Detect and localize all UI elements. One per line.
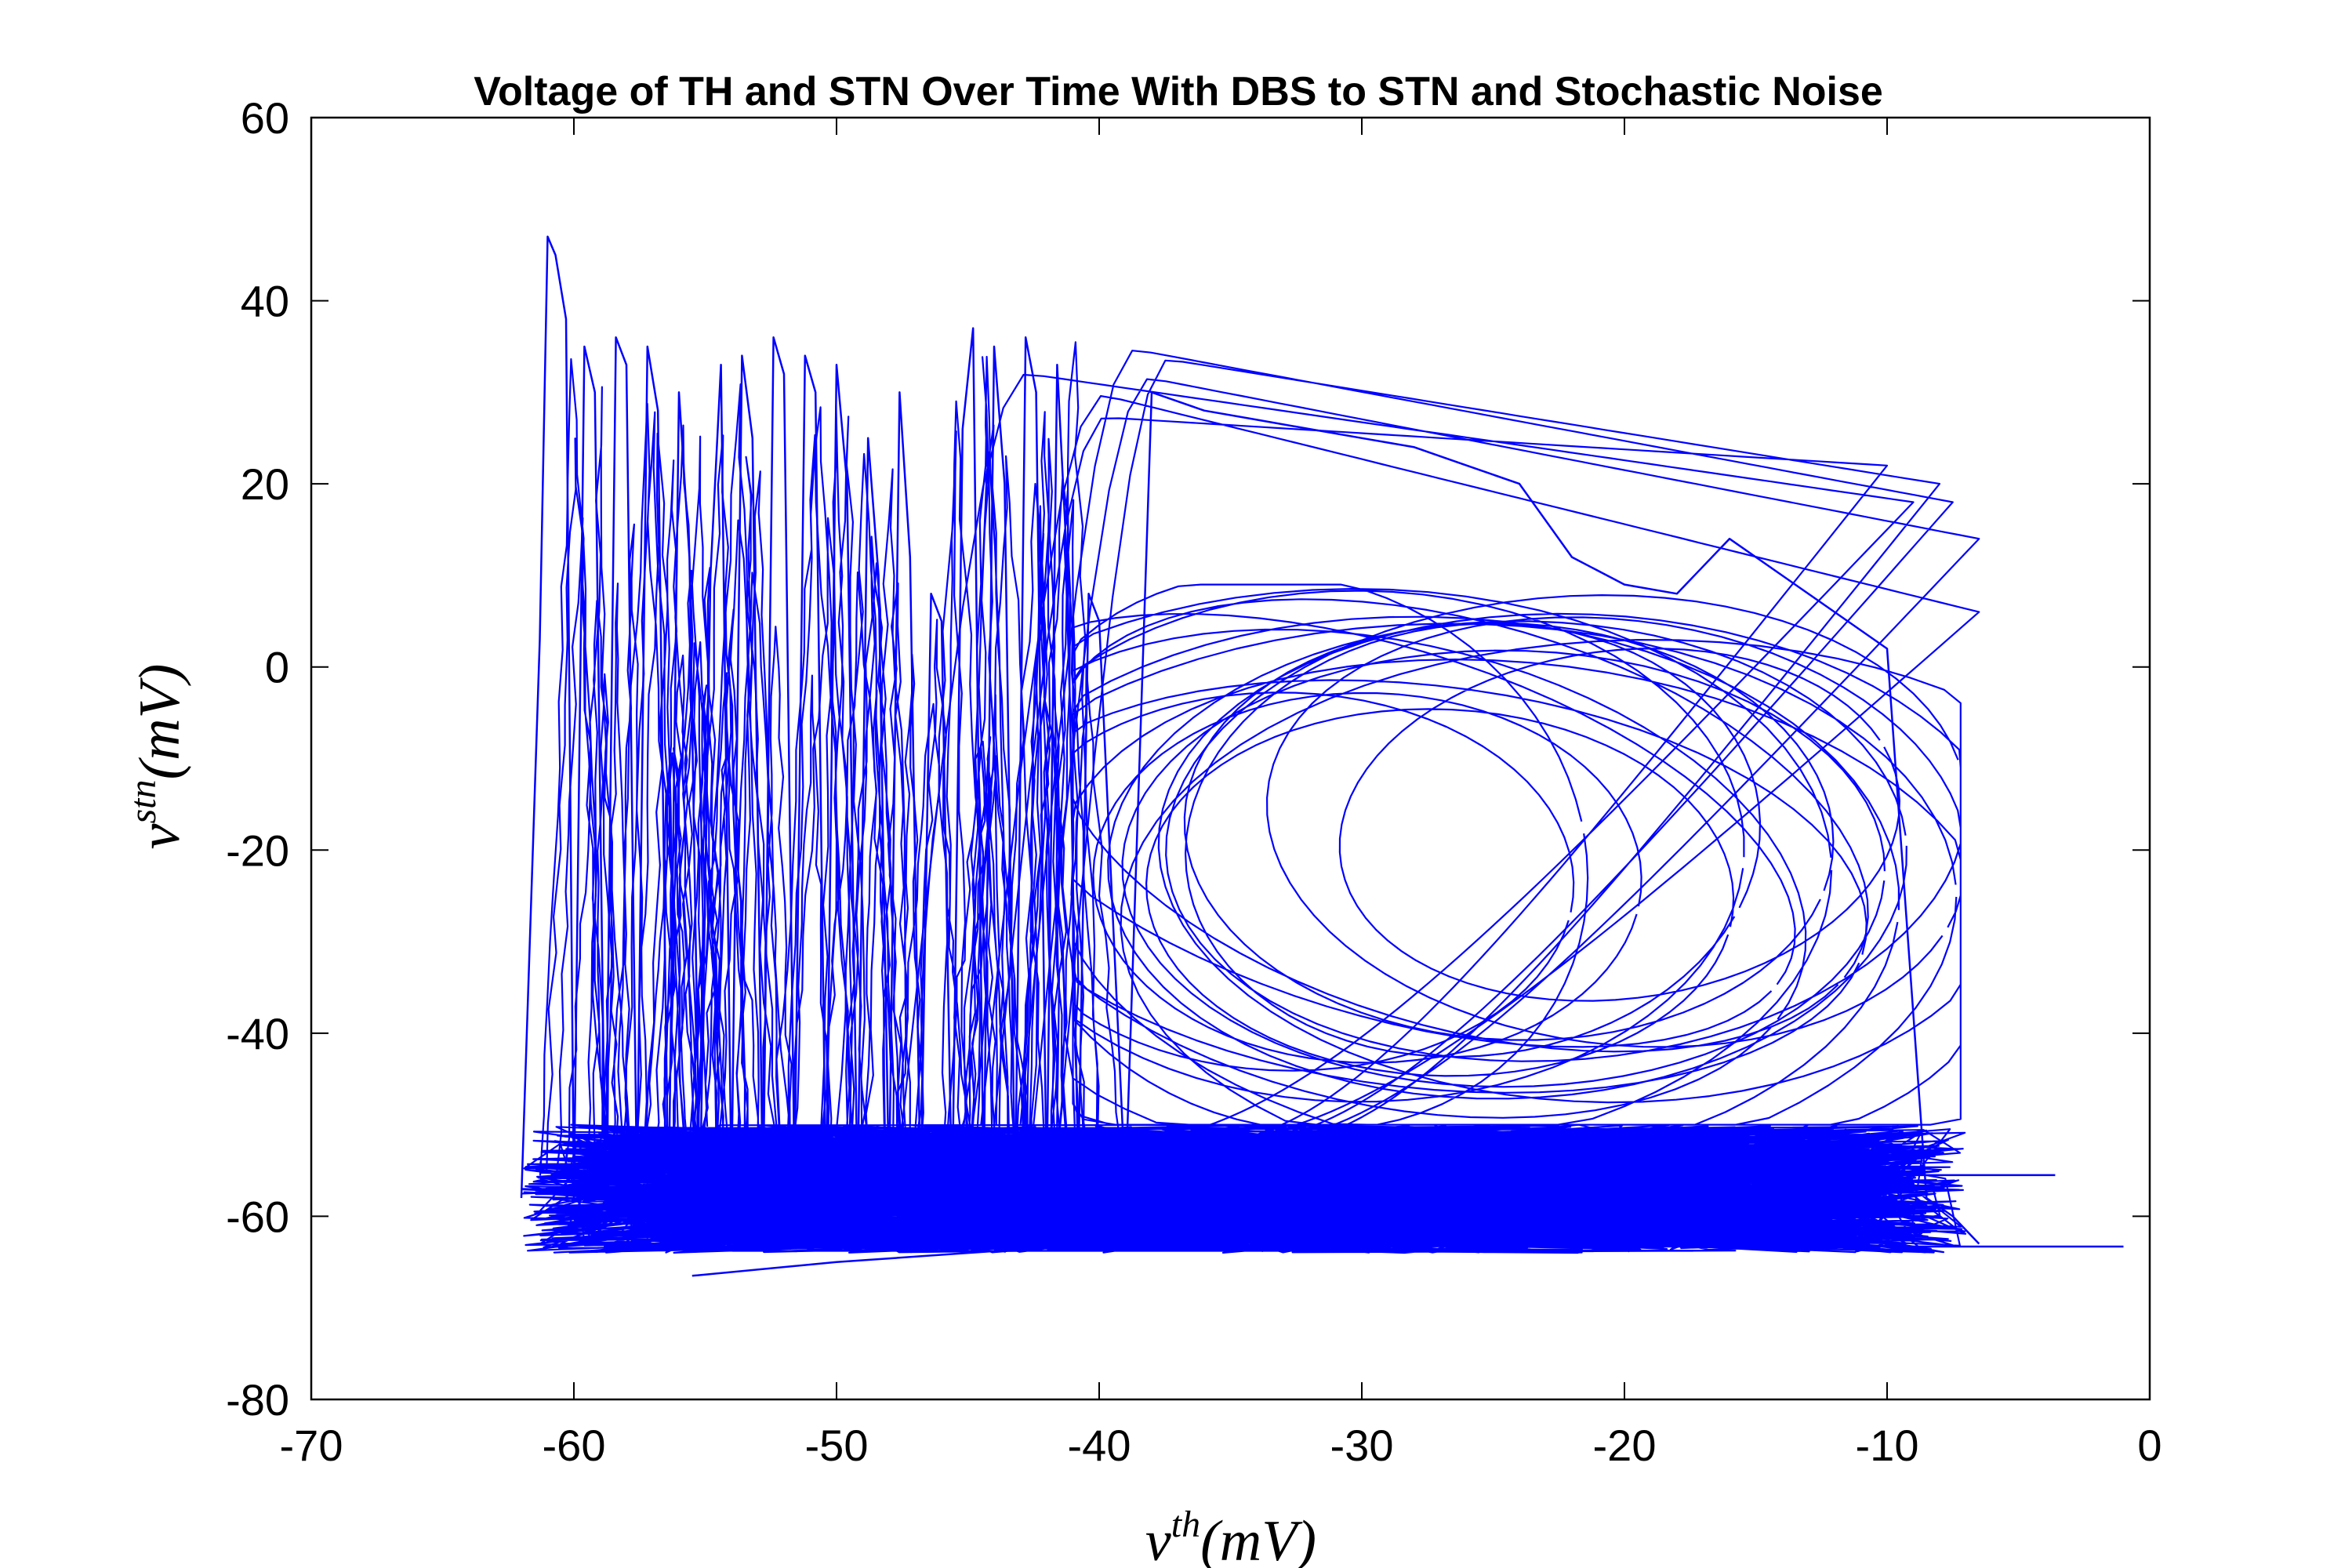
y-tick-label: 0 <box>265 643 289 692</box>
oscillation-ellipses <box>1072 583 1962 1126</box>
x-axis-label: vth(mV) <box>1145 1504 1316 1568</box>
chart-title: Voltage of TH and STN Over Time With DBS… <box>474 69 1883 114</box>
y-axis-label: vstn(mV) <box>122 664 192 850</box>
x-axis-label-base: v <box>1145 1509 1171 1568</box>
y-tick-label: -60 <box>226 1192 289 1241</box>
x-tick-label: -50 <box>805 1421 869 1470</box>
burst-spikes <box>539 341 1122 1181</box>
y-axis-ticks: 60 40 20 0 -20 -40 -60 -80 <box>226 93 2150 1425</box>
y-axis-label-sup: stn <box>122 780 164 824</box>
outlier-excursions <box>691 1174 2124 1277</box>
y-tick-label: 60 <box>241 93 289 143</box>
x-tick-label: -70 <box>280 1421 343 1470</box>
x-tick-label: -10 <box>1856 1421 1919 1470</box>
x-tick-label: 0 <box>2137 1421 2161 1470</box>
x-tick-label: -20 <box>1593 1421 1657 1470</box>
plot-area-frame <box>310 116 2151 1401</box>
large-loops <box>901 350 1980 1145</box>
y-tick-label: -20 <box>226 826 289 875</box>
y-tick-label: -80 <box>226 1375 289 1425</box>
y-tick-label: 40 <box>241 277 289 326</box>
trajectory-layer <box>520 235 2124 1277</box>
y-axis-label-unit: (mV) <box>128 664 192 780</box>
y-axis-label-base: v <box>128 823 192 849</box>
x-axis-label-unit: (mV) <box>1200 1509 1316 1568</box>
x-axis-label-sup: th <box>1171 1504 1200 1545</box>
y-tick-label: -40 <box>226 1009 289 1058</box>
series-trajectory <box>520 235 1980 1245</box>
x-tick-label: -40 <box>1068 1421 1131 1470</box>
y-tick-label: 20 <box>241 459 289 509</box>
x-tick-label: -30 <box>1330 1421 1394 1470</box>
x-tick-label: -60 <box>543 1421 606 1470</box>
x-axis-ticks: -70 -60 -50 -40 -30 -20 -10 0 <box>280 118 2162 1470</box>
